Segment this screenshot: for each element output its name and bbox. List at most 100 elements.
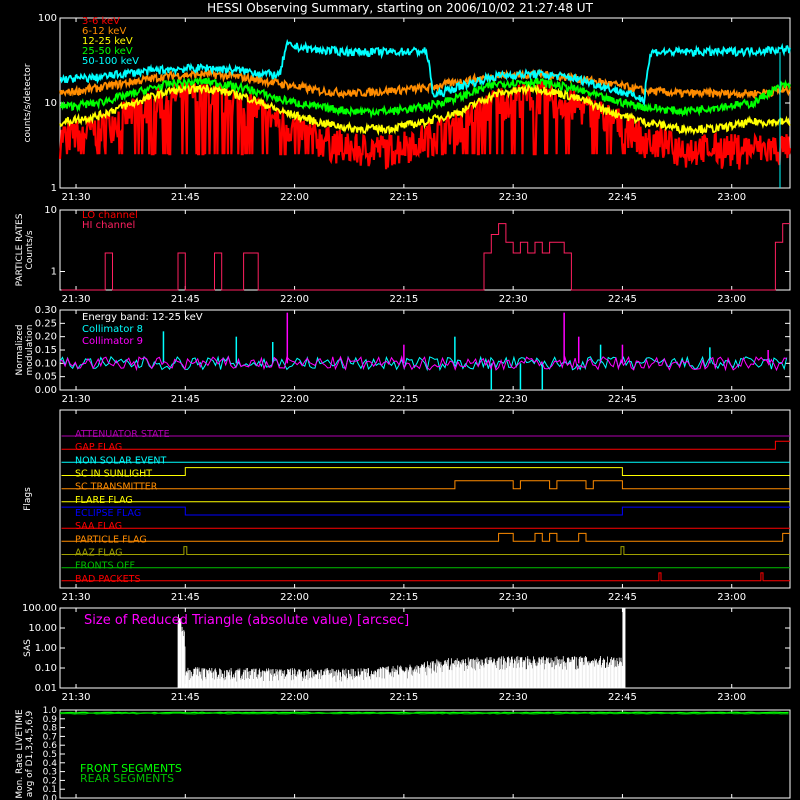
y-axis-label-line1: Normalized [15, 324, 25, 375]
xtick-label: 22:30 [499, 592, 528, 603]
ytick-label: 1.00 [35, 643, 57, 654]
legend-entry: Collimator 8 [82, 324, 143, 335]
xtick-label: 22:30 [499, 394, 528, 405]
legend-entry: 3-6 keV [82, 16, 120, 27]
xtick-label: 22:00 [280, 192, 309, 203]
panel-particles-frame [59, 209, 791, 291]
panel-sas: 21:30 21:45 22:00 22:15 22:30 22:45 23:00SAS0.… [22, 603, 791, 703]
y-axis-label: SAS [23, 639, 33, 657]
xtick-label: 23:00 [717, 294, 746, 305]
y-axis-label: Mon. Rate LIVETIMEavg of D1,3,4,5,6,9 [15, 709, 35, 799]
ytick-label: 10 [44, 205, 57, 216]
ytick-label: 10 [44, 98, 57, 109]
legend-entry: 25-50 keV [82, 46, 133, 57]
panel-flags: 21:30 21:45 22:00 22:15 22:30 22:45 23:00 Flags… [23, 409, 791, 603]
flag-line-sc-transmitter [61, 480, 790, 490]
ytick-label: 1 [51, 183, 57, 194]
ytick-label: 0.9 [43, 715, 58, 725]
xtick-label: 22:45 [608, 192, 637, 203]
xtick-label: 23:00 [717, 592, 746, 603]
xtick-label: 22:15 [389, 192, 418, 203]
ytick-label: 0.05 [35, 372, 57, 383]
xtick-label: 22:15 [389, 294, 418, 305]
ytick-label: 0.4 [43, 759, 58, 769]
flag-label: FLARE FLAG [75, 495, 133, 506]
legend-entry: 6-12 keV [82, 26, 126, 37]
y-axis-label-line2: modulation [25, 325, 35, 376]
y-axis-label-line2: Counts/s [25, 230, 35, 269]
series-line-12-25-keV [59, 82, 791, 136]
ytick-label: 0.6 [43, 741, 58, 751]
xtick-label: 21:45 [171, 692, 200, 703]
ytick-label: 0.3 [43, 768, 57, 778]
ytick-label: 100 [38, 13, 57, 24]
sas-peak-start [178, 618, 182, 688]
series-line-HI-channel [61, 223, 790, 291]
flag-label: SC IN SUNLIGHT [75, 469, 152, 480]
flag-label: FRONTS OFF [75, 561, 135, 572]
y-axis-label: counts/s/detector [23, 63, 33, 142]
ytick-label: 0.2 [43, 776, 57, 786]
xtick-label: 22:30 [499, 192, 528, 203]
flag-line-sc-in-sunlight [61, 467, 790, 476]
sas-annotation: Size of Reduced Triangle (absolute value… [84, 613, 409, 628]
ytick-label: 0.7 [43, 732, 57, 742]
ytick-label: 0.1 [43, 785, 57, 795]
xtick-label: 22:15 [389, 394, 418, 405]
y-axis-label-line2: avg of D1,3,4,5,6,9 [25, 710, 35, 797]
ytick-label: 0.10 [35, 358, 57, 369]
ytick-label: 0.5 [43, 750, 57, 760]
panel-livetime: 21:3021:4522:0022:1522:3022:4523:00Mon. … [15, 706, 791, 800]
xtick-label: 21:30 [62, 192, 91, 203]
y-axis-label-line1: PARTICLE RATES [15, 213, 25, 286]
flag-label: BAD PACKETS [75, 574, 141, 585]
xtick-label: 22:00 [280, 592, 309, 603]
xtick-label: 21:45 [171, 394, 200, 405]
ytick-label: 0.00 [35, 385, 57, 396]
legend-entry: LO channel [82, 210, 138, 221]
panel-modulation: 21:30 21:45 22:00 22:15 22:30 22:45 23:00 Norma… [15, 305, 791, 405]
panel-counts: 21:30 21:45 22:00 22:15 22:30 22:45 23:00 count… [23, 13, 792, 203]
y-axis-label-line1: Mon. Rate LIVETIME [15, 709, 25, 799]
xtick-label: 21:30 [62, 394, 91, 405]
figure-title: HESSI Observing Summary, starting on 200… [207, 1, 593, 15]
xtick-label: 22:45 [608, 592, 637, 603]
xtick-label: 22:15 [389, 692, 418, 703]
xtick-label: 21:45 [171, 294, 200, 305]
xtick-label: 21:45 [171, 192, 200, 203]
xtick-label: 23:00 [717, 192, 746, 203]
ytick-label: 0.30 [35, 305, 57, 316]
ytick-label: 0.10 [35, 663, 57, 674]
y-axis-label: PARTICLE RATESCounts/s [15, 213, 35, 286]
xtick-label: 22:45 [608, 394, 637, 405]
panel-flags-frame [59, 409, 791, 589]
series-line-25-50-keV [59, 76, 791, 120]
annotation-energy-band: Energy band: 12-25 keV [82, 312, 203, 323]
legend-entry: 12-25 keV [82, 36, 133, 47]
ytick-label: 0.25 [35, 318, 57, 329]
series-line-FRONT-SEGMENTS [60, 711, 789, 714]
xtick-label: 21:30 [62, 294, 91, 305]
flag-label: NON SOLAR EVENT [75, 455, 166, 466]
legend-entry: Collimator 9 [82, 336, 143, 347]
xtick-label: 22:45 [608, 294, 637, 305]
flag-label: ECLIPSE FLAG [75, 508, 141, 519]
ytick-label: 1 [51, 266, 57, 277]
xtick-label: 22:15 [389, 592, 418, 603]
xtick-label: 23:00 [717, 394, 746, 405]
flag-line-gap-flag [61, 440, 790, 450]
flag-label: PARTICLE FLAG [75, 534, 147, 545]
ytick-label: 10.00 [28, 623, 57, 634]
legend-entry: 50-100 keV [82, 56, 139, 67]
legend-entry: HI channel [82, 220, 135, 231]
series-line-REAR-SEGMENTS [59, 712, 789, 715]
y-axis-label: Normalizedmodulation [15, 324, 35, 375]
ytick-label: 0.20 [35, 332, 57, 343]
series-line-Collimator-9 [60, 355, 787, 372]
flag-line-aaz-flag [61, 546, 790, 555]
xtick-label: 23:00 [717, 692, 746, 703]
series-line-50-100-keV [60, 38, 791, 107]
flag-line-bad-packets [61, 572, 790, 582]
